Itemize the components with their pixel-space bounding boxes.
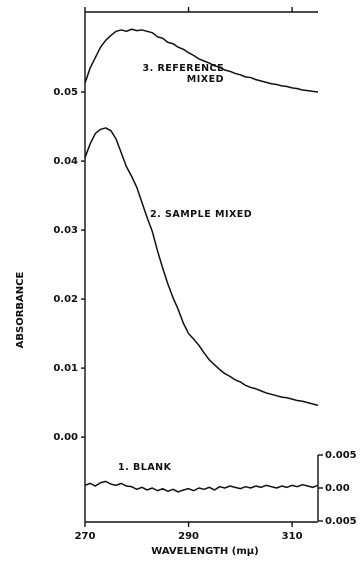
y-tick-label: 0.02 [53, 294, 78, 305]
series-label: 1. BLANK [118, 462, 172, 473]
data-line [84, 127, 319, 407]
series-label: 2. SAMPLE MIXED [150, 209, 253, 220]
y-tick-label: 0.03 [53, 225, 78, 236]
x-tick-label: 270 [75, 531, 96, 542]
y-tick-label: 0.05 [53, 87, 78, 98]
y2-tick-label: 0.005 [325, 516, 357, 527]
y-tick-label: 0.04 [53, 156, 78, 167]
x-axis-label: WAVELENGTH (mμ) [151, 546, 258, 557]
y2-tick-label: 0.005 [325, 450, 357, 461]
y-axis-label: ABSORBANCE [15, 272, 26, 349]
y-tick-label: 0.01 [53, 363, 78, 374]
series-label: 3. REFERENCE MIXED [142, 63, 224, 85]
x-tick-label: 310 [282, 531, 303, 542]
x-tick-label: 290 [178, 531, 199, 542]
data-line [84, 480, 319, 493]
y-tick-label: 0.00 [53, 432, 78, 443]
data-line [84, 28, 319, 93]
y2-tick-label: 0.00 [325, 483, 350, 494]
